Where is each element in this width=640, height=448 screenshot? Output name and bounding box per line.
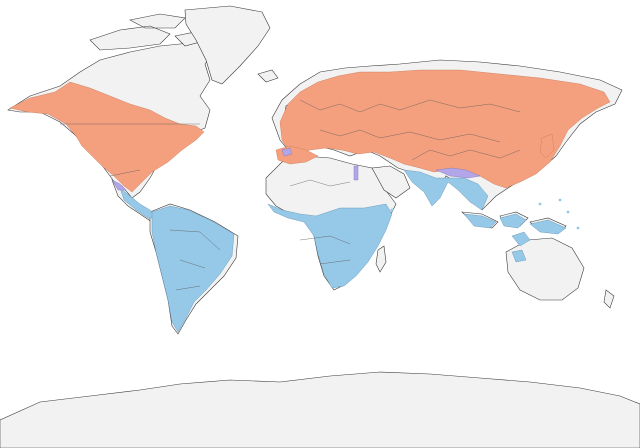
arabia (371, 165, 411, 199)
winter-dot (538, 202, 542, 206)
winter-dot (558, 198, 562, 202)
antarctica (0, 371, 640, 448)
new-zealand (603, 289, 615, 309)
winter-south-america (151, 205, 235, 333)
arctic-islands (89, 13, 201, 51)
winter-dot (576, 226, 580, 230)
year-round-himalaya (435, 167, 481, 179)
australia (505, 237, 585, 301)
year-round-iberia (281, 147, 293, 157)
nonbreeding-range (119, 169, 580, 333)
breeding-north-america (9, 81, 205, 193)
year-round-mexico (111, 179, 127, 191)
madagascar (375, 245, 387, 273)
winter-south-asia (403, 169, 489, 211)
year-round-range (111, 147, 481, 191)
winter-dot (390, 208, 394, 212)
winter-se-asia-islands (463, 213, 567, 263)
iceland (257, 69, 279, 83)
winter-dot (566, 210, 570, 214)
country-borders (60, 99, 521, 291)
winter-africa (267, 203, 393, 289)
year-round-nile (353, 165, 359, 181)
breeding-japan (539, 133, 555, 159)
breeding-eurasia (279, 69, 611, 189)
greenland (184, 5, 271, 85)
